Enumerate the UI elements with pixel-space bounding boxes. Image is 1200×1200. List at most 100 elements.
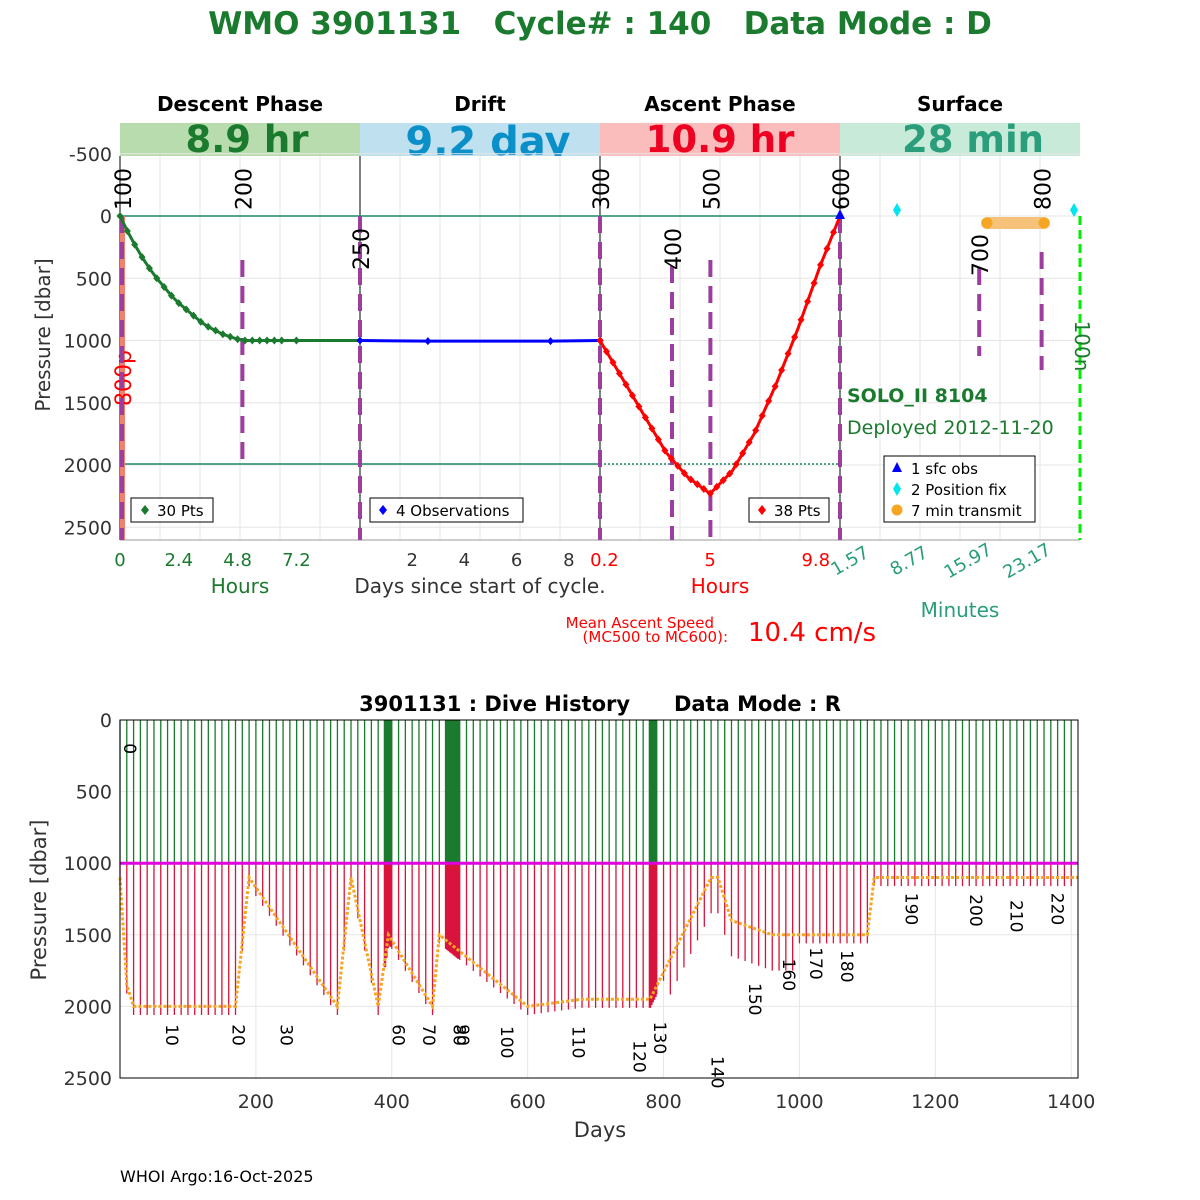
surface-xtick-label: 15.97 [941, 539, 996, 583]
red-side-label: 800p [112, 350, 137, 406]
ascent-xtick-label: 5 [704, 550, 715, 571]
descent-xtick-label: 7.2 [282, 550, 311, 571]
ascent-point [615, 369, 623, 378]
mission-code-label-800: 800 [1032, 168, 1057, 210]
ascent-point [830, 228, 838, 237]
xlabel-days: Days since start of cycle. [354, 574, 605, 598]
bottom-ylabel: Pressure [dbar] [27, 820, 51, 981]
cycle-label-220: 220 [1046, 893, 1066, 925]
bottom-xlabel: Days [574, 1118, 626, 1142]
cycle-label-70: 70 [418, 1024, 438, 1046]
descent-band [120, 123, 360, 156]
drift-band [360, 123, 600, 156]
descent-point [197, 317, 205, 326]
surface-xtick-label: 1.57 [828, 542, 873, 580]
surface-legend-sfc: 1 sfc obs [911, 460, 978, 478]
ascent-point [602, 347, 610, 356]
descent-point [190, 311, 197, 320]
drift-line [359, 339, 601, 343]
ascent-point [797, 315, 805, 324]
ascent-point [732, 460, 740, 469]
footer-credit: WHOI Argo:16-Oct-2025 [120, 1167, 314, 1186]
descent-duration: 8.9 hr [185, 118, 309, 161]
ascent-point [810, 279, 818, 288]
descent-point [116, 212, 124, 220]
bottom-xtick-label: 1000 [775, 1091, 823, 1113]
ascent-point [771, 382, 779, 391]
drift-xtick-label: 2 [406, 550, 417, 571]
phase-title-descent: Descent Phase [157, 92, 323, 116]
descent-point [241, 336, 249, 345]
surface-xtick-label: 23.17 [1000, 539, 1055, 583]
green-side-label: 100n [1070, 321, 1094, 372]
bottom-xtick-label: 600 [510, 1091, 546, 1113]
descent-point [160, 282, 168, 291]
deployed-date: Deployed 2012-11-20 [847, 417, 1054, 439]
drift-point [547, 337, 555, 346]
cycle-label-160: 160 [778, 959, 798, 991]
descent-point [248, 336, 256, 345]
ascent-point [635, 402, 643, 411]
xlabel-hours-left: Hours [211, 574, 270, 598]
phase-title-ascent: Ascent Phase [644, 92, 795, 116]
ascent-point [791, 333, 799, 342]
ascent-band [600, 123, 840, 156]
ascent-point [817, 260, 825, 269]
ascent-speed-value: 10.4 cm/s [748, 618, 876, 648]
cycle-label-190: 190 [900, 893, 920, 925]
drift-point [424, 337, 432, 346]
top-ytick-label: -500 [69, 144, 112, 166]
cycle-label-200: 200 [965, 894, 985, 926]
ascent-point [765, 397, 773, 406]
descent-point [138, 253, 146, 262]
park-pressure-line [118, 873, 1078, 1011]
bottom-yticks: 0 500 1000 1500 2000 2500 [64, 710, 112, 1090]
top-ytick-label: 500 [76, 268, 112, 290]
ascent-series [596, 212, 844, 498]
mission-code-lines [120, 216, 1044, 540]
cycle-label-110: 110 [567, 1026, 587, 1058]
ascent-point [654, 435, 662, 444]
descent-xtick-label: 2.4 [164, 550, 193, 571]
mission-code-label-300: 300 [590, 168, 615, 210]
ascent-point [596, 336, 604, 345]
drift-legend: 4 Observations [369, 497, 524, 523]
ascent-point [609, 358, 617, 367]
descent-xtick-label: 4.8 [223, 550, 252, 571]
bottom-xtick-label: 800 [645, 1091, 681, 1113]
ascent-point [680, 469, 688, 478]
mission-code-label-600: 600 [830, 168, 855, 210]
cycle-label-100: 100 [496, 1026, 516, 1058]
descent-point [131, 240, 139, 249]
bottom-xtick-label: 1200 [911, 1091, 959, 1113]
top-ytick-label: 2500 [64, 517, 112, 539]
bottom-plot-area [120, 720, 1078, 1078]
descent-point [270, 336, 278, 345]
cycle-label-150: 150 [744, 983, 764, 1015]
transmit-start-marker [981, 217, 993, 229]
ascent-point [706, 489, 714, 498]
ascent-point [745, 438, 753, 447]
cycle-label-180: 180 [836, 950, 856, 982]
bottom-title: 3901131 : Dive History Data Mode : R [359, 692, 841, 716]
ascent-xtick-label: 9.8 [801, 550, 830, 571]
bottom-ytick-label: 1000 [64, 853, 112, 875]
ascent-duration: 10.9 hr [646, 118, 796, 161]
ascent-point [804, 297, 812, 306]
ascent-point [693, 480, 701, 489]
phase-title-drift: Drift [454, 92, 506, 116]
phase-title-surface: Surface [917, 92, 1003, 116]
ascent-point [661, 446, 669, 455]
ascent-point [726, 469, 734, 478]
cycle-label-140: 140 [707, 1056, 727, 1088]
descent-point [204, 322, 212, 331]
descent-point [123, 226, 131, 235]
drift-xtick-label: 8 [563, 550, 574, 571]
position-fix-marker-1 [893, 203, 901, 217]
descent-point [212, 326, 220, 335]
bottom-ytick-label: 2000 [64, 996, 112, 1018]
cycle-label-80: 80 [449, 1024, 469, 1046]
figure-title: WMO 3901131 Cycle# : 140 Data Mode : D [208, 6, 992, 42]
ascent-point [674, 461, 682, 470]
position-fix-marker-2 [1070, 203, 1078, 217]
